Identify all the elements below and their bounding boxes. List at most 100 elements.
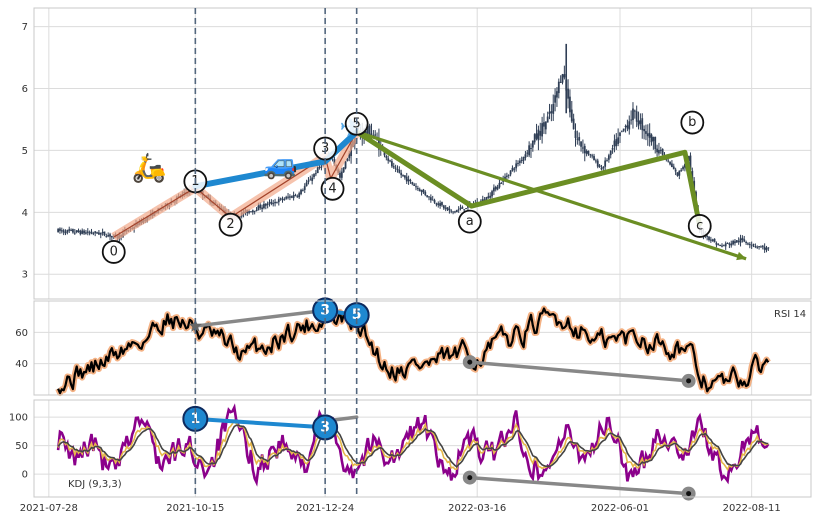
candle-body xyxy=(391,161,393,167)
candle-body xyxy=(457,209,460,211)
candle-body xyxy=(311,177,314,181)
candle-body xyxy=(589,154,592,156)
candle-body xyxy=(455,210,458,213)
candle-body xyxy=(656,148,658,153)
candle-body xyxy=(485,197,488,202)
candle-body xyxy=(420,190,423,192)
candle-body xyxy=(64,231,67,234)
candle-body xyxy=(238,216,241,218)
candle-body xyxy=(298,193,301,198)
candle-body xyxy=(724,243,727,247)
wave-label-text: 4 xyxy=(328,181,336,196)
candle-body xyxy=(713,238,716,243)
candle-body xyxy=(346,158,349,161)
candle-body xyxy=(554,95,556,103)
candle-body xyxy=(294,195,297,197)
candle-body xyxy=(413,184,416,186)
candle-body xyxy=(505,175,508,177)
candle-body xyxy=(524,154,527,158)
candle-body xyxy=(604,160,607,167)
candle-body xyxy=(517,162,519,164)
candle-body xyxy=(422,189,425,193)
impulse-line xyxy=(113,131,358,238)
candle-body xyxy=(619,132,621,136)
candle-body xyxy=(400,172,403,176)
candle-body xyxy=(424,191,427,195)
candle-body xyxy=(739,238,742,243)
green-arrow-head xyxy=(736,251,747,261)
candle-body xyxy=(491,191,493,197)
wave-label-circle xyxy=(218,212,243,237)
candle-body xyxy=(654,136,657,150)
candle-body xyxy=(591,155,594,157)
candle-body xyxy=(313,174,315,178)
candle-body xyxy=(387,158,390,161)
candle-body xyxy=(652,136,655,142)
candle-body xyxy=(344,161,347,169)
rsi-line xyxy=(57,307,770,395)
candle-body xyxy=(342,167,345,172)
candle-body xyxy=(348,153,351,159)
candle-body xyxy=(683,164,686,168)
x-tick-label: 2021-10-15 xyxy=(166,503,224,514)
candle-body xyxy=(607,155,610,160)
candle-body xyxy=(303,186,306,190)
candle-body xyxy=(309,179,312,181)
wave-label-text: c xyxy=(696,218,703,233)
candle-body xyxy=(274,201,276,204)
candle-body xyxy=(292,195,295,199)
candle-body xyxy=(255,210,258,212)
x-tick-label: 2022-08-11 xyxy=(723,503,781,514)
candle-body xyxy=(75,230,78,233)
candle-body xyxy=(407,179,410,182)
candle-body xyxy=(276,202,278,204)
candle-body xyxy=(526,152,529,154)
candle-body xyxy=(743,239,746,242)
candle-body xyxy=(418,189,421,192)
divergence-line xyxy=(193,308,327,328)
candle-body xyxy=(392,166,395,168)
candle-body xyxy=(539,131,542,136)
candle-body xyxy=(281,198,284,200)
divergence-dot-core xyxy=(467,475,473,481)
candle-body xyxy=(461,206,464,209)
badge-text: 5 xyxy=(352,307,362,323)
candle-body xyxy=(465,208,467,210)
candle-body xyxy=(550,111,553,113)
candle-body xyxy=(728,243,731,245)
candle-body xyxy=(709,239,712,241)
wave-label-b: b xyxy=(680,110,705,135)
candle-body xyxy=(639,120,642,124)
wave-label-text: b xyxy=(688,115,696,130)
candle-body xyxy=(66,230,69,233)
candle-body xyxy=(504,176,506,180)
candle-body xyxy=(643,128,646,132)
candle-body xyxy=(513,168,516,170)
candle-body xyxy=(320,166,323,168)
candle-body xyxy=(481,199,484,202)
candle-body xyxy=(444,207,447,209)
candle-body xyxy=(572,118,575,130)
candle-body xyxy=(682,166,684,170)
kdj-blue-link xyxy=(195,416,326,430)
candle-body xyxy=(68,229,71,231)
rsi-panel: 406035 xyxy=(15,297,812,397)
candle-body xyxy=(587,150,590,155)
candle-body xyxy=(674,169,677,172)
wave-label-text: 2 xyxy=(226,217,234,232)
candle-body xyxy=(721,245,723,247)
candle-body xyxy=(60,230,63,232)
divergence-line xyxy=(468,475,691,496)
candle-body xyxy=(767,247,770,249)
candle-body xyxy=(544,121,547,130)
candle-body xyxy=(435,203,438,205)
candle-body xyxy=(429,197,432,201)
candle-body xyxy=(394,167,397,169)
candle-body xyxy=(676,172,679,176)
candle-body xyxy=(613,140,616,147)
candle-body xyxy=(752,244,755,246)
y-tick-label: 50 xyxy=(15,441,28,452)
candle-body xyxy=(448,208,451,211)
badge-text: 3 xyxy=(320,419,330,435)
candle-body xyxy=(617,137,620,144)
